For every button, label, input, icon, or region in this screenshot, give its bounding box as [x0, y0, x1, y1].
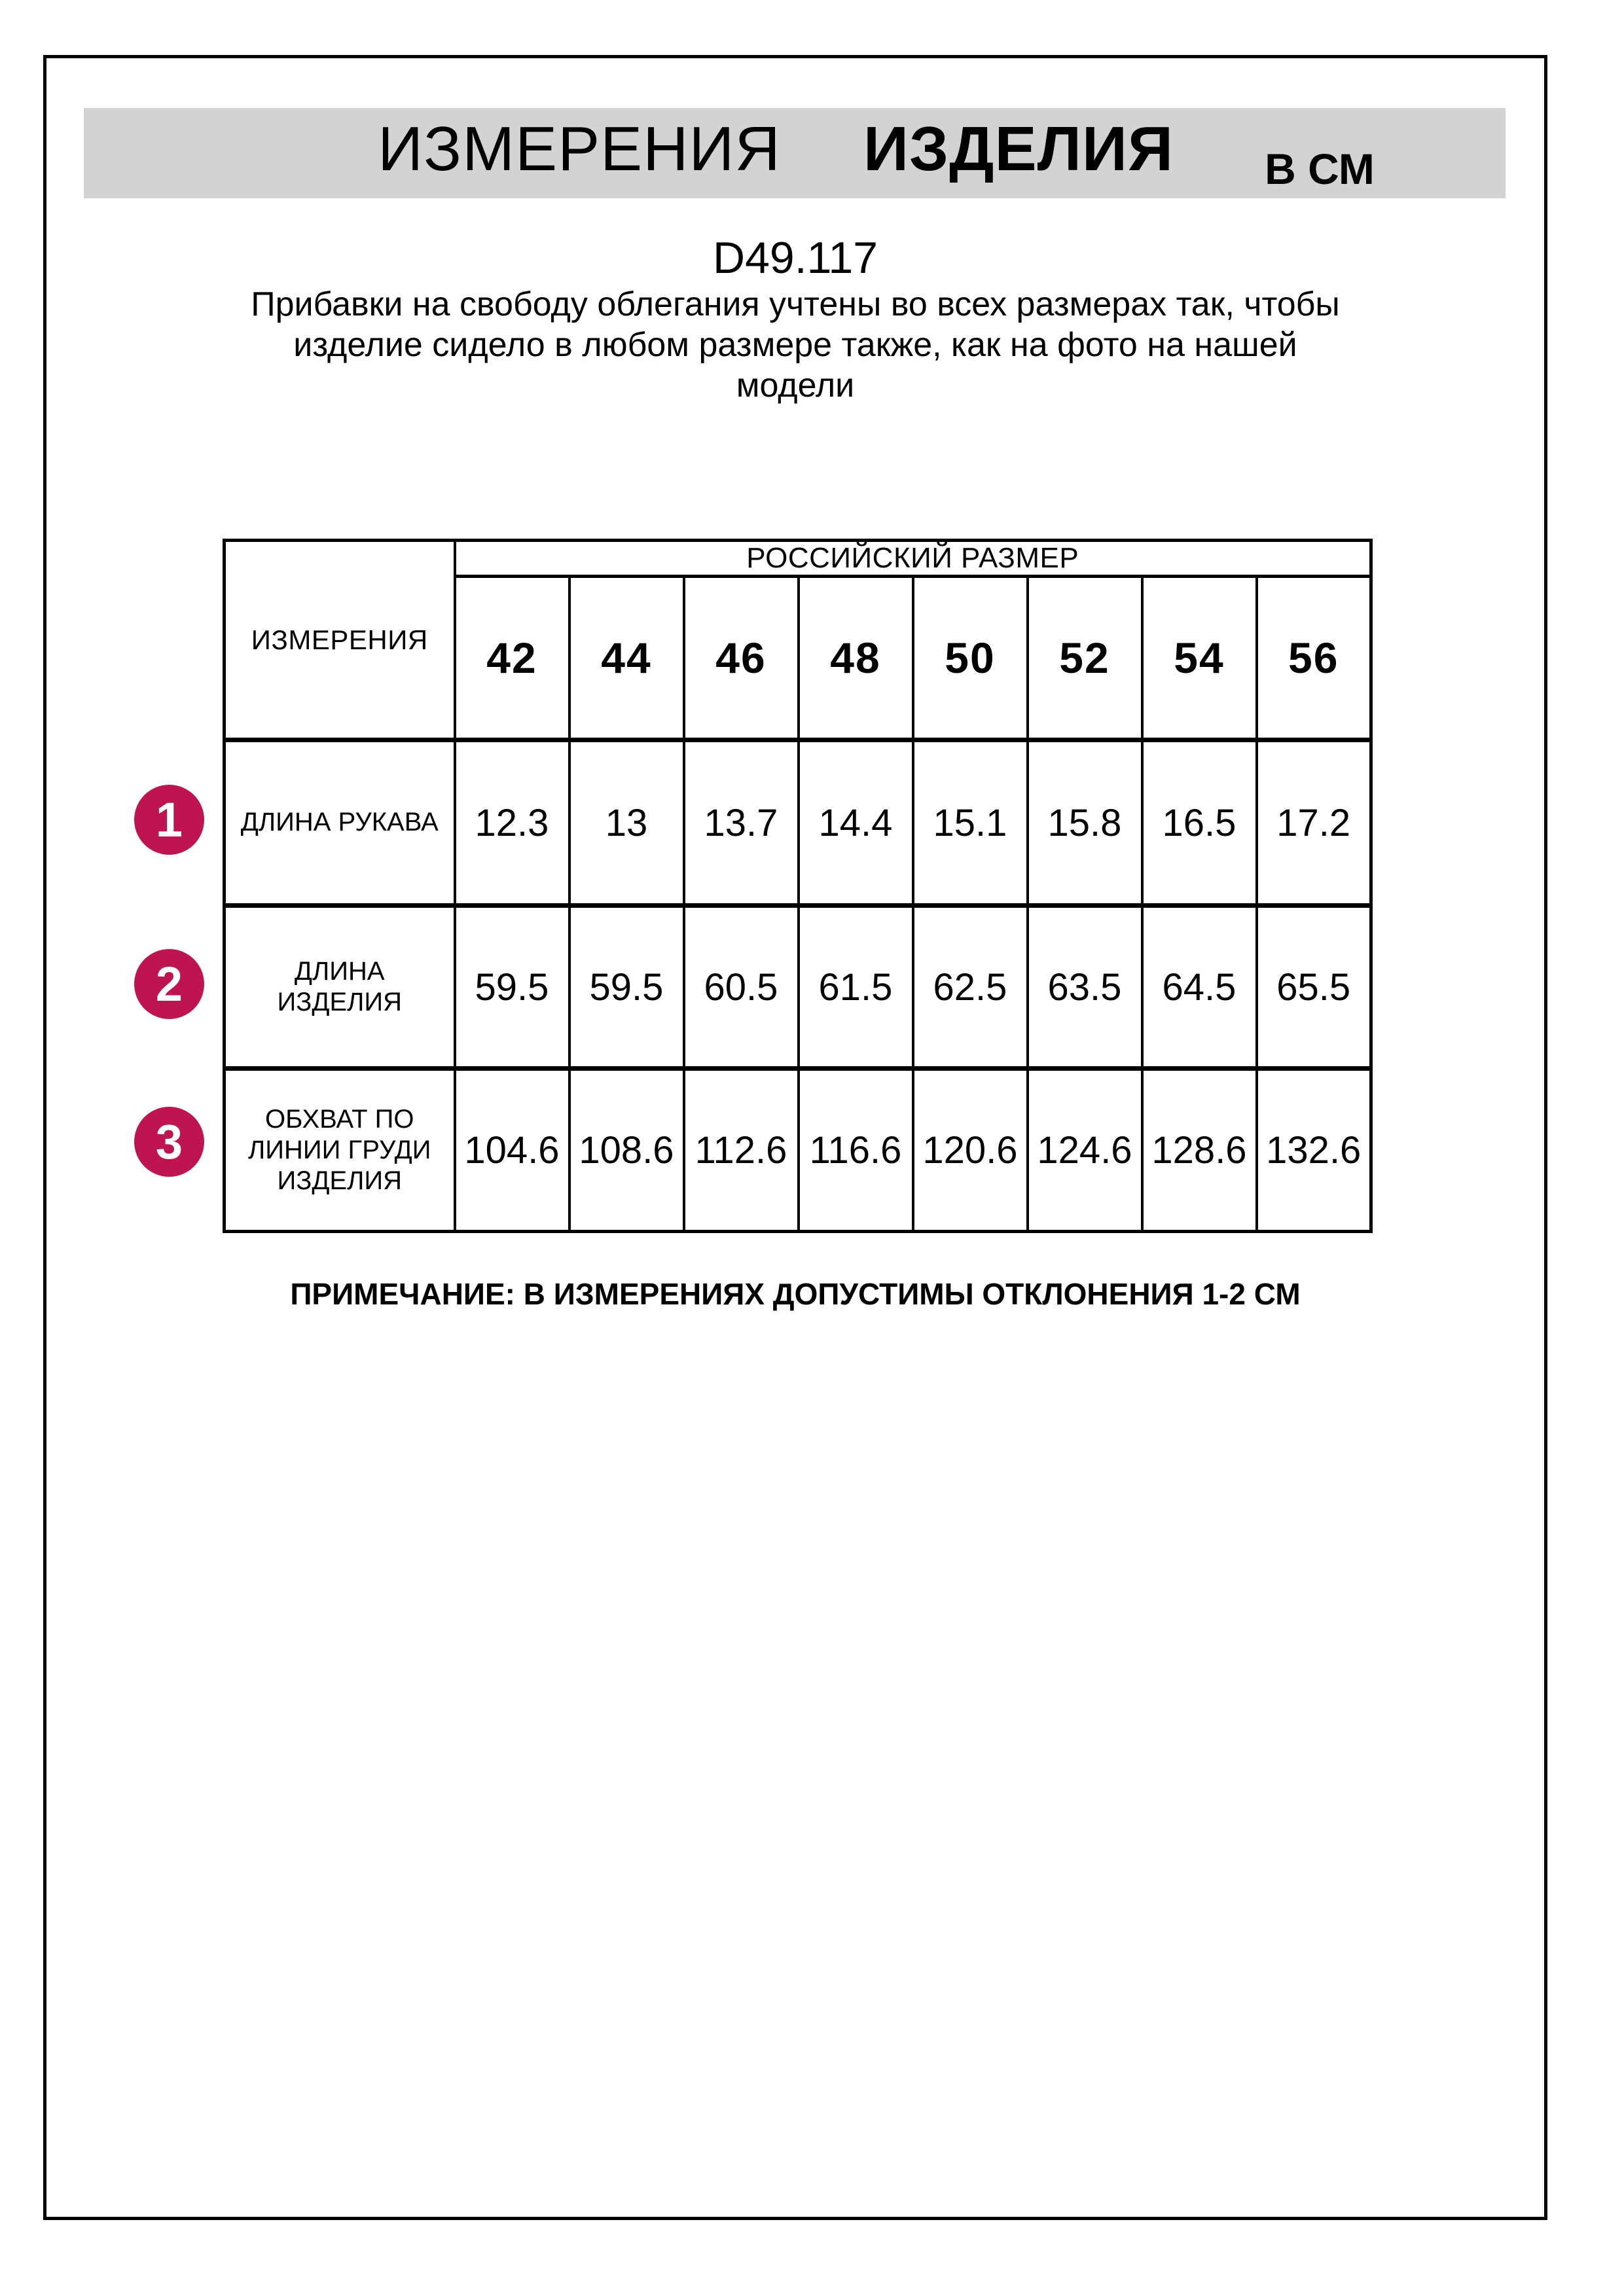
value-cell: 124.6 — [1026, 1066, 1144, 1232]
value-cell: 62.5 — [911, 903, 1029, 1069]
value-cell: 108.6 — [568, 1066, 685, 1232]
table-row-chest-girth: ОБХВАТ ПО ЛИНИИ ГРУДИ ИЗДЕЛИЯ 104.6 108.… — [223, 1066, 1373, 1232]
model-code: D49.117 — [712, 233, 878, 283]
tolerance-note: ПРИМЕЧАНИЕ: В ИЗМЕРЕНИЯХ ДОПУСТИМЫ ОТКЛО… — [290, 1277, 1301, 1311]
size-cell: 46 — [682, 575, 800, 740]
title-units: В СМ — [1265, 145, 1375, 193]
step-2-badge: 2 — [134, 949, 204, 1019]
value-cell: 13.7 — [682, 738, 800, 906]
step-2-number: 2 — [155, 956, 183, 1011]
value-cell: 132.6 — [1255, 1066, 1373, 1232]
title-product: ИЗДЕЛИЯ — [863, 114, 1174, 184]
table-row-product-length: ДЛИНА ИЗДЕЛИЯ 59.5 59.5 60.5 61.5 62.5 6… — [223, 903, 1373, 1069]
size-cell: 56 — [1255, 575, 1373, 740]
size-cell: 54 — [1140, 575, 1258, 740]
step-3-number: 3 — [155, 1114, 183, 1169]
table-row-sleeve-length: ДЛИНА РУКАВА 12.3 13 13.7 14.4 15.1 15.8… — [223, 738, 1373, 906]
value-cell: 61.5 — [797, 903, 914, 1069]
value-cell: 104.6 — [453, 1066, 571, 1232]
title-measurements: ИЗМЕРЕНИЯ — [378, 114, 781, 184]
value-cell: 60.5 — [682, 903, 800, 1069]
size-table: ИЗМЕРЕНИЯ РОССИЙСКИЙ РАЗМЕР 42 44 46 48 … — [223, 539, 1373, 1233]
value-cell: 64.5 — [1140, 903, 1258, 1069]
size-cell: 50 — [911, 575, 1029, 740]
size-cell: 42 — [453, 575, 571, 740]
value-cell: 120.6 — [911, 1066, 1029, 1232]
size-cell: 52 — [1026, 575, 1144, 740]
value-cell: 116.6 — [797, 1066, 914, 1232]
row-label: ОБХВАТ ПО ЛИНИИ ГРУДИ ИЗДЕЛИЯ — [223, 1066, 456, 1232]
corner-header-cell: ИЗМЕРЕНИЯ — [223, 540, 456, 740]
title-bar: ИЗМЕРЕНИЯ ИЗДЕЛИЯ В СМ — [84, 108, 1506, 198]
value-cell: 15.1 — [911, 738, 1029, 906]
table-row-sizes: 42 44 46 48 50 52 54 56 — [225, 575, 1373, 740]
value-cell: 112.6 — [682, 1066, 800, 1232]
value-cell: 15.8 — [1026, 738, 1144, 906]
value-cell: 128.6 — [1140, 1066, 1258, 1232]
group-header-cell: РОССИЙСКИЙ РАЗМЕР — [453, 540, 1373, 577]
value-cell: 65.5 — [1255, 903, 1373, 1069]
size-cell: 48 — [797, 575, 914, 740]
value-cell: 14.4 — [797, 738, 914, 906]
value-cell: 17.2 — [1255, 738, 1373, 906]
value-cell: 59.5 — [453, 903, 571, 1069]
value-cell: 16.5 — [1140, 738, 1258, 906]
step-1-badge: 1 — [134, 785, 204, 855]
value-cell: 13 — [568, 738, 685, 906]
size-cell: 44 — [568, 575, 685, 740]
page-border: ИЗМЕРЕНИЯ ИЗДЕЛИЯ В СМ D49.117 Прибавки … — [43, 55, 1547, 2220]
value-cell: 59.5 — [568, 903, 685, 1069]
row-label: ДЛИНА РУКАВА — [223, 738, 456, 906]
value-cell: 63.5 — [1026, 903, 1144, 1069]
value-cell: 12.3 — [453, 738, 571, 906]
row-label: ДЛИНА ИЗДЕЛИЯ — [223, 903, 456, 1069]
fit-description: Прибавки на свободу облегания учтены во … — [251, 285, 1340, 404]
table-row-group-header: ИЗМЕРЕНИЯ РОССИЙСКИЙ РАЗМЕР — [223, 540, 1373, 740]
step-3-badge: 3 — [134, 1107, 204, 1177]
step-1-number: 1 — [155, 792, 183, 847]
